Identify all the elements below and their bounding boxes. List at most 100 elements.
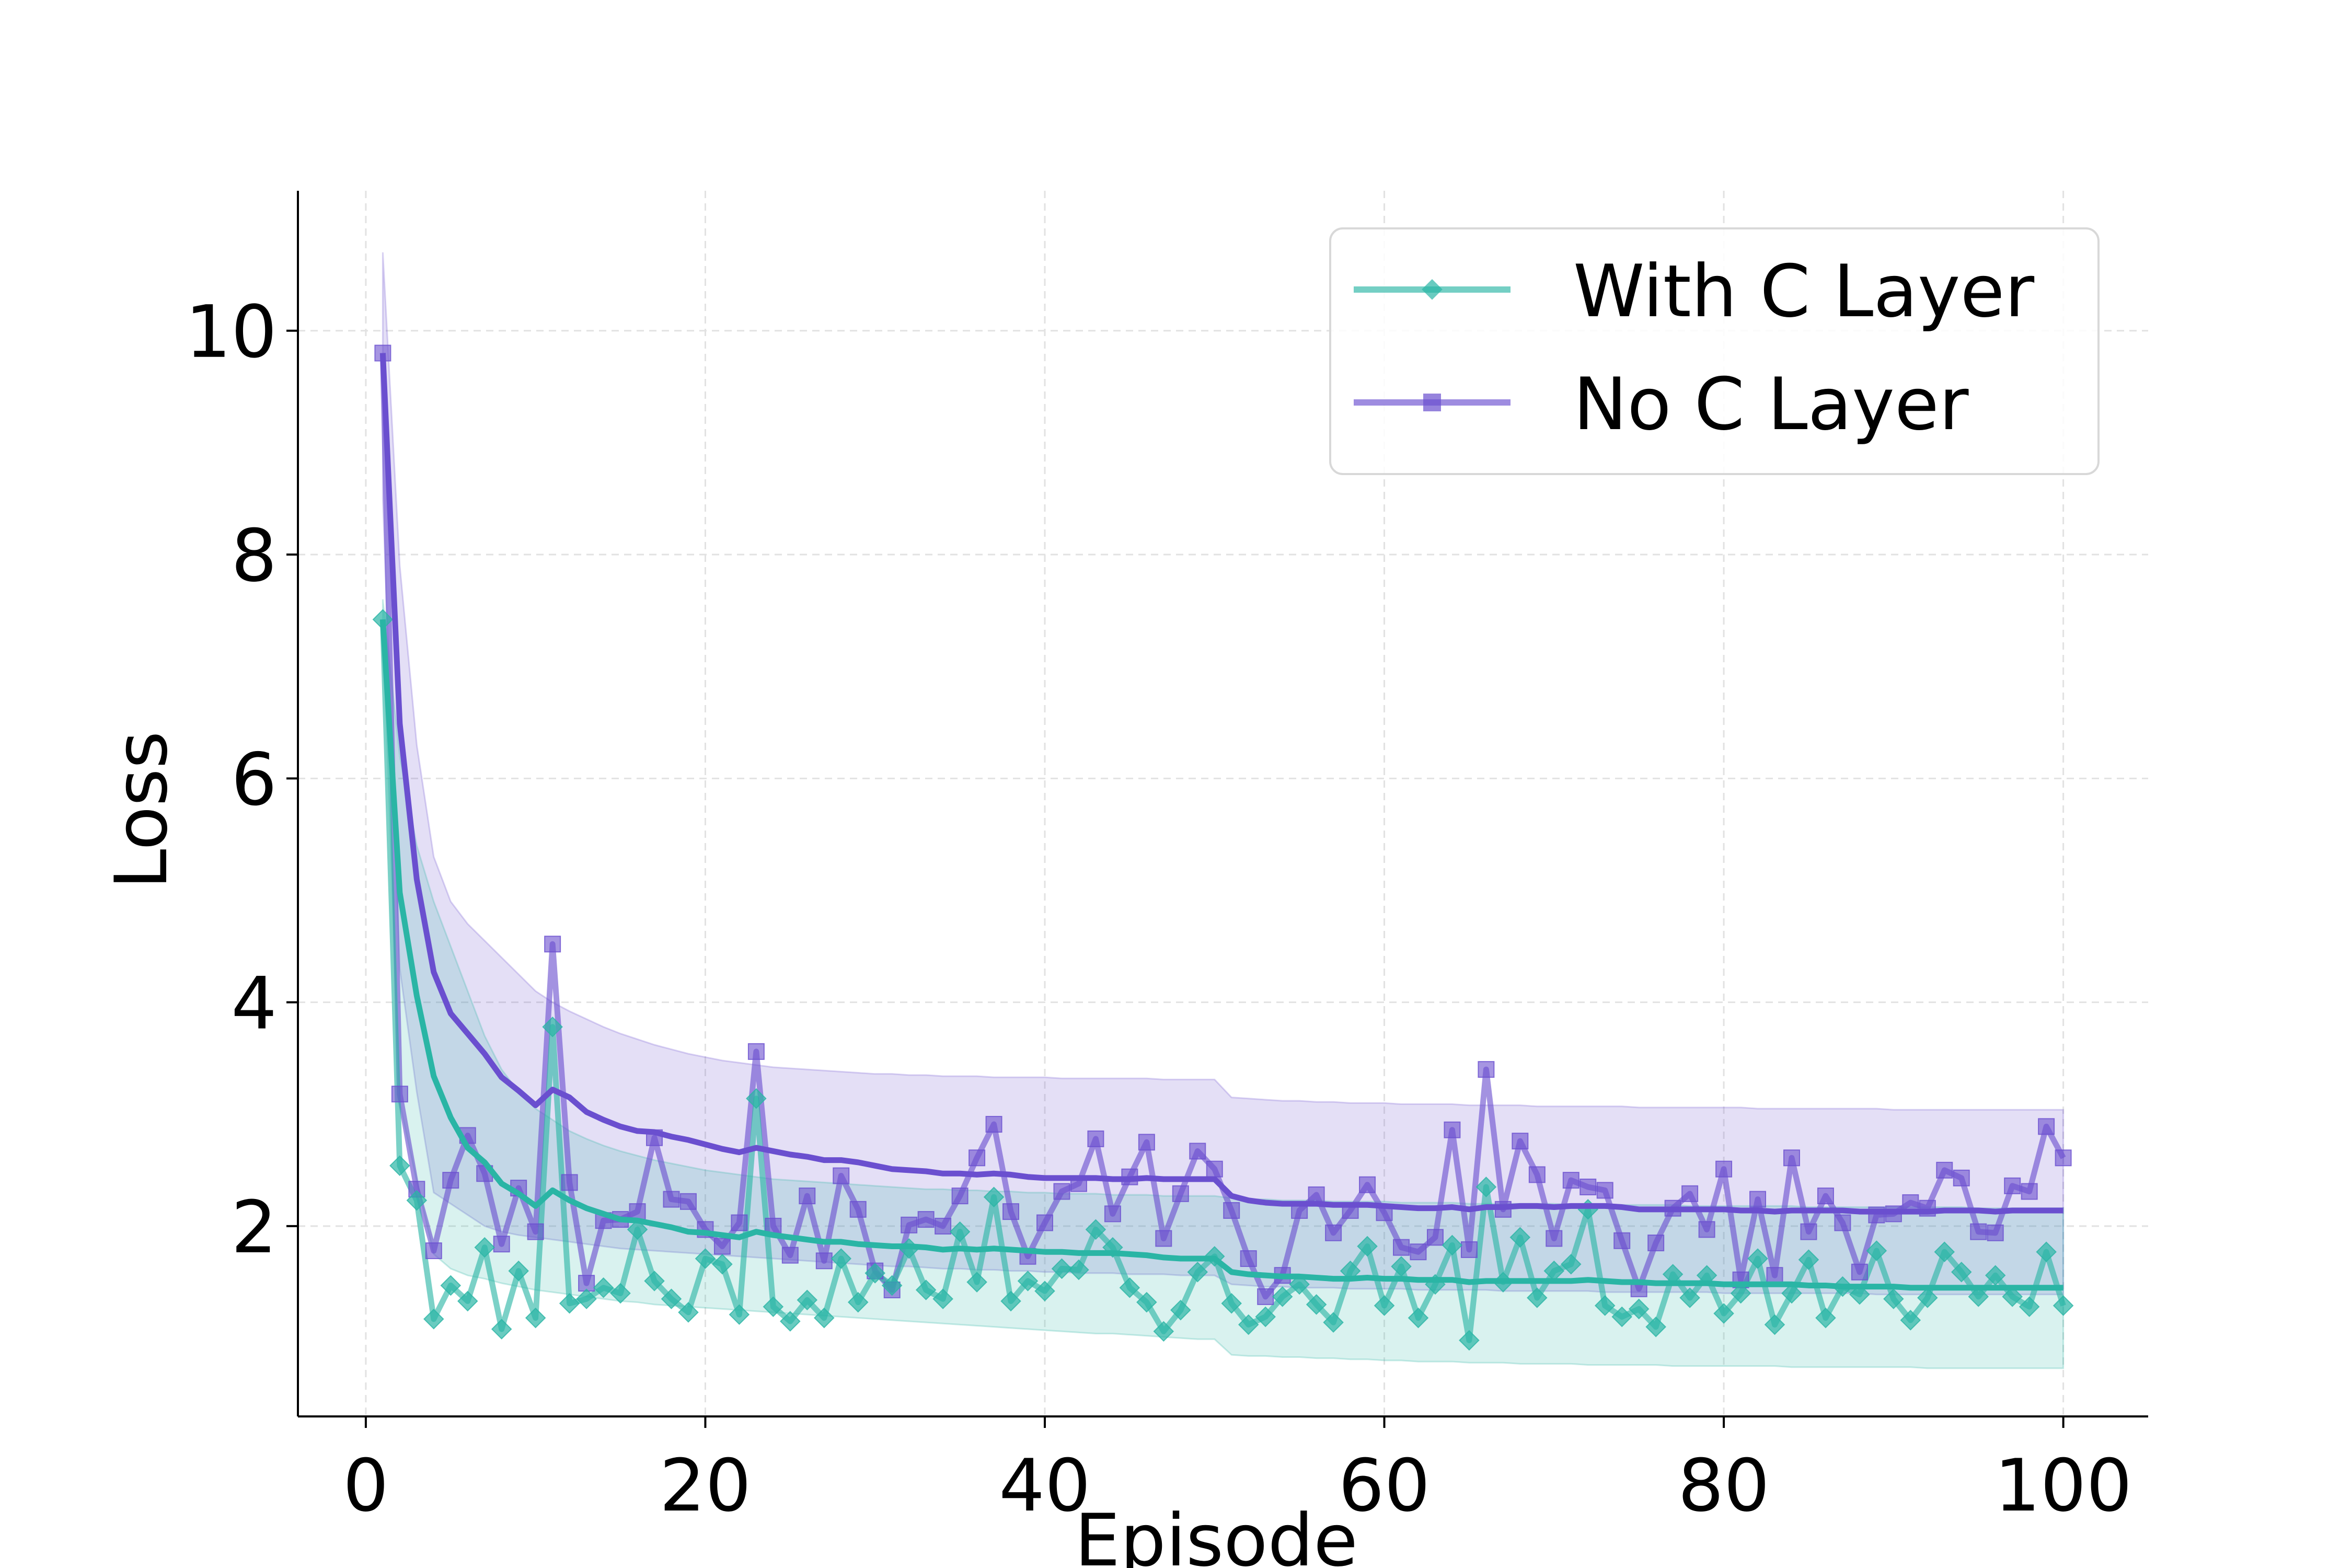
data-point-with-c-layer <box>1442 1235 1463 1256</box>
x-tick-label: 60 <box>1339 1444 1431 1528</box>
data-point-no-c-layer <box>1546 1230 1563 1247</box>
data-point-with-c-layer <box>1221 1293 1242 1314</box>
data-point-with-c-layer <box>1034 1281 1055 1301</box>
data-point-no-c-layer <box>1138 1134 1155 1151</box>
data-point-with-c-layer <box>1136 1292 1157 1313</box>
data-point-no-c-layer <box>1512 1133 1529 1150</box>
data-point-with-c-layer <box>864 1263 886 1284</box>
data-point-no-c-layer <box>442 1172 459 1189</box>
data-point-no-c-layer <box>1410 1243 1427 1261</box>
data-point-with-c-layer <box>1543 1260 1565 1282</box>
data-point-no-c-layer <box>1053 1183 1070 1200</box>
data-point-with-c-layer <box>661 1288 682 1309</box>
axes <box>297 191 2148 1417</box>
mean-line-with-c-layer <box>379 619 2063 1291</box>
data-point-with-c-layer <box>423 1308 444 1330</box>
data-point-no-c-layer <box>1579 1178 1597 1195</box>
data-point-with-c-layer <box>1917 1287 1938 1308</box>
data-point-with-c-layer <box>1594 1295 1616 1316</box>
data-point-with-c-layer <box>1679 1287 1700 1308</box>
data-point-no-c-layer <box>1444 1121 1461 1138</box>
data-point-no-c-layer <box>1749 1191 1767 1208</box>
data-point-no-c-layer <box>1902 1194 1919 1211</box>
data-point-with-c-layer <box>1560 1253 1582 1275</box>
legend-swatch-square-marker <box>1423 394 1441 411</box>
data-point-no-c-layer <box>985 1116 1002 1133</box>
data-point-with-c-layer <box>542 1016 563 1037</box>
data-point-with-c-layer <box>1951 1261 1972 1283</box>
data-point-no-c-layer <box>2055 1149 2072 1167</box>
legend-swatch-diamond-marker <box>1422 279 1443 300</box>
data-point-no-c-layer <box>1189 1143 1206 1160</box>
data-point-no-c-layer <box>1953 1169 1970 1186</box>
data-point-no-c-layer <box>1087 1130 1104 1147</box>
data-point-with-c-layer <box>1645 1316 1666 1338</box>
data-point-with-c-layer <box>1934 1241 1955 1262</box>
data-point-no-c-layer <box>2021 1183 2038 1200</box>
data-point-with-c-layer <box>1238 1314 1259 1335</box>
data-point-no-c-layer <box>1393 1239 1410 1256</box>
data-point-with-c-layer <box>1883 1288 1904 1309</box>
data-point-no-c-layer <box>917 1211 935 1228</box>
data-point-no-c-layer <box>1359 1176 1376 1193</box>
data-point-with-c-layer <box>1747 1248 1768 1269</box>
data-point-with-c-layer <box>2002 1286 2023 1307</box>
data-point-no-c-layer <box>527 1223 544 1240</box>
data-point-with-c-layer <box>1374 1295 1395 1316</box>
data-point-with-c-layer <box>491 1319 512 1340</box>
data-point-no-c-layer <box>1698 1221 1715 1238</box>
data-point-no-c-layer <box>713 1238 731 1255</box>
data-point-no-c-layer <box>951 1187 969 1205</box>
data-point-with-c-layer <box>949 1221 971 1242</box>
data-point-no-c-layer <box>1460 1241 1478 1258</box>
data-point-with-c-layer <box>1459 1330 1480 1351</box>
data-point-no-c-layer <box>833 1167 850 1184</box>
data-point-no-c-layer <box>679 1193 697 1210</box>
y-tick-label: 4 <box>231 962 277 1046</box>
data-point-with-c-layer <box>1509 1227 1531 1248</box>
data-point-no-c-layer <box>1528 1166 1546 1183</box>
data-point-with-c-layer <box>576 1288 597 1309</box>
data-point-with-c-layer <box>2053 1295 2074 1316</box>
legend-label: With C Layer <box>1573 249 2034 333</box>
y-tick-label: 2 <box>231 1185 277 1270</box>
data-point-no-c-layer <box>799 1187 816 1205</box>
data-point-no-c-layer <box>1172 1185 1189 1202</box>
data-point-with-c-layer <box>813 1307 835 1329</box>
data-point-with-c-layer <box>1323 1312 1344 1333</box>
data-point-with-c-layer <box>915 1279 937 1300</box>
data-point-no-c-layer <box>1647 1235 1665 1252</box>
data-point-no-c-layer <box>731 1214 748 1231</box>
data-point-with-c-layer <box>1985 1265 2006 1286</box>
data-point-with-c-layer <box>1153 1321 1174 1342</box>
data-point-with-c-layer <box>610 1283 631 1304</box>
data-point-with-c-layer <box>440 1275 462 1296</box>
data-point-with-c-layer <box>1357 1236 1378 1257</box>
data-point-no-c-layer <box>969 1149 986 1167</box>
data-point-no-c-layer <box>1308 1186 1325 1203</box>
series-markers <box>372 344 2074 1351</box>
data-point-no-c-layer <box>1613 1232 1631 1249</box>
data-point-with-c-layer <box>1815 1307 1836 1329</box>
data-point-no-c-layer <box>935 1217 952 1235</box>
data-point-with-c-layer <box>1849 1284 1870 1305</box>
y-axis-ticks: 2 4 6 8 10 <box>185 290 298 1270</box>
data-point-with-c-layer <box>1085 1219 1106 1240</box>
data-point-with-c-layer <box>457 1290 478 1312</box>
raw-line-with-c-layer <box>379 619 2066 1343</box>
data-point-with-c-layer <box>406 1190 428 1211</box>
data-point-with-c-layer <box>847 1292 869 1313</box>
data-point-with-c-layer <box>1713 1303 1734 1324</box>
x-tick-label: 20 <box>660 1444 752 1528</box>
data-point-with-c-layer <box>1527 1287 1548 1308</box>
data-point-with-c-layer <box>1068 1259 1089 1281</box>
data-point-no-c-layer <box>1800 1223 1817 1240</box>
y-tick-label: 6 <box>231 737 277 822</box>
data-point-with-c-layer <box>2036 1241 2057 1262</box>
data-point-no-c-layer <box>1851 1263 1868 1281</box>
x-axis-label: Episode <box>1075 1498 1358 1568</box>
data-point-no-c-layer <box>1681 1185 1699 1202</box>
data-point-no-c-layer <box>1036 1214 1053 1231</box>
data-point-no-c-layer <box>815 1252 833 1270</box>
data-point-with-c-layer <box>831 1248 852 1269</box>
